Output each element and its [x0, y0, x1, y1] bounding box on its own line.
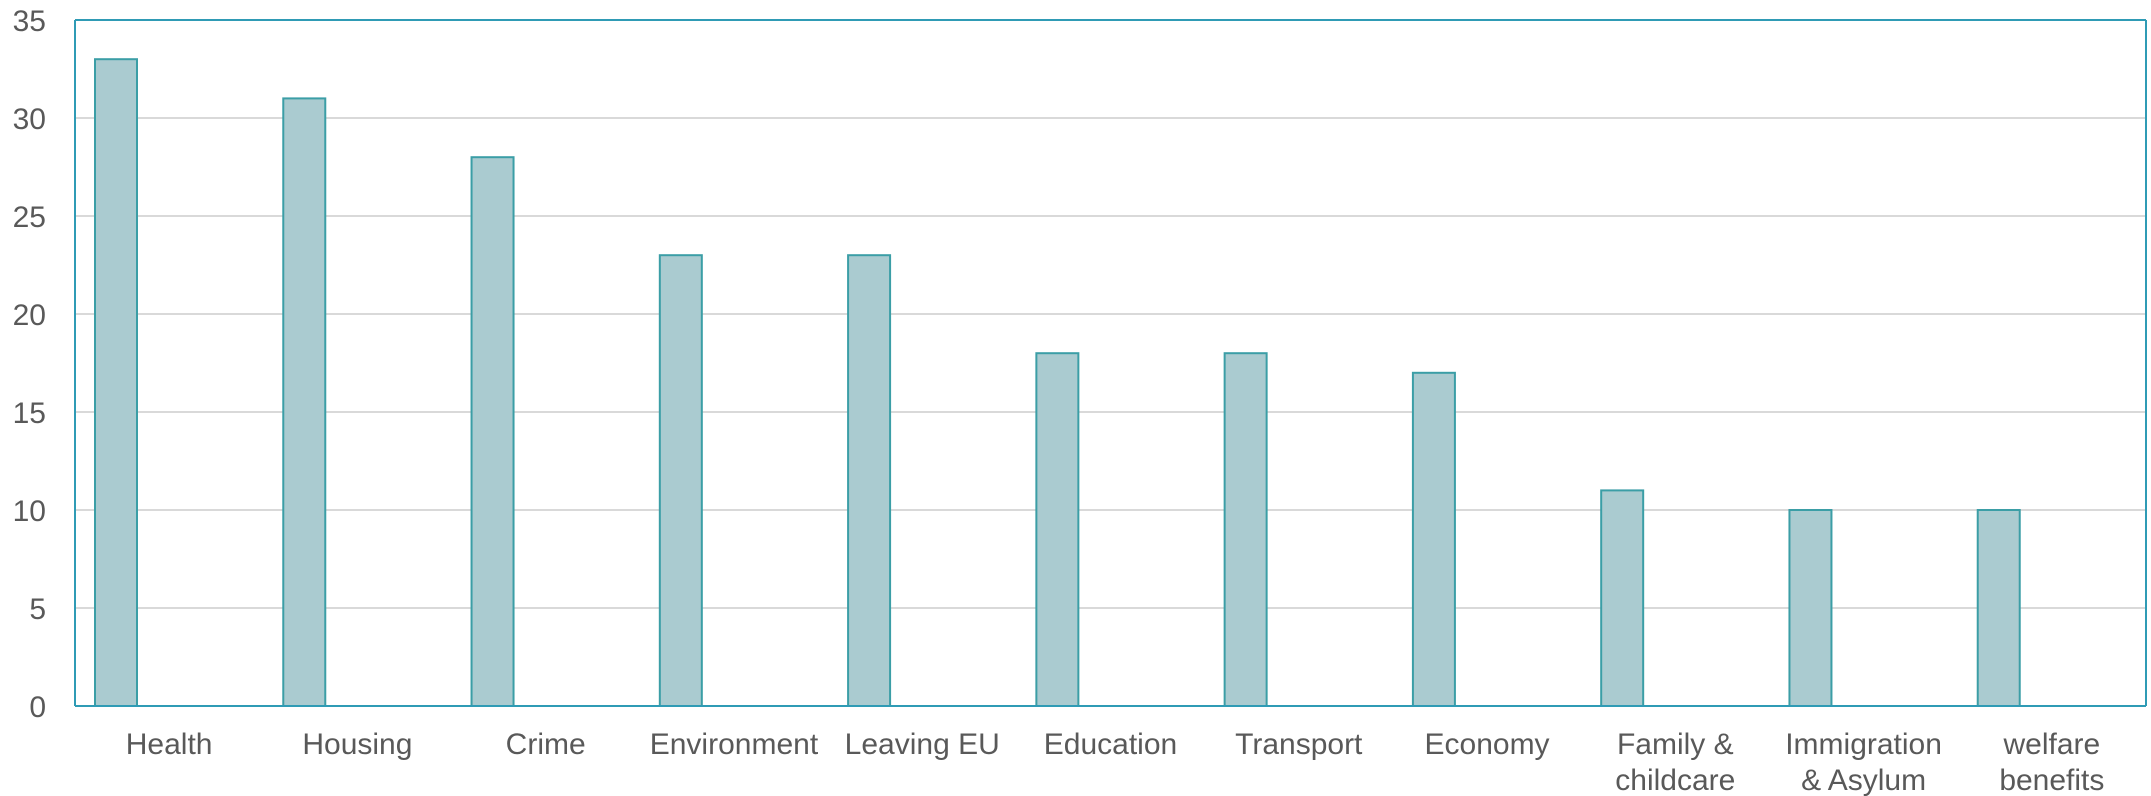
y-tick-label: 35 [13, 5, 46, 38]
x-tick-label-line: Education [1044, 728, 1177, 761]
x-tick-label: Family & childcare [1615, 728, 1735, 796]
x-tick-label: Environment [650, 728, 819, 761]
x-tick-label: Transport [1235, 728, 1363, 761]
x-tick-label: Education [1044, 728, 1177, 761]
bar [847, 254, 892, 707]
x-tick-label-line: & Asylum [1801, 764, 1926, 796]
y-tick-label: 5 [29, 593, 46, 626]
y-axis-ticks: 0 5 10 15 20 25 30 35 [13, 5, 46, 724]
y-tick-label: 15 [13, 397, 46, 430]
y-tick-label: 10 [13, 495, 46, 528]
bar [94, 58, 138, 707]
x-tick-label-line: Immigration [1785, 728, 1942, 761]
x-tick-label-line: Transport [1235, 728, 1363, 761]
x-tick-label: Leaving EU [845, 728, 1000, 761]
y-tick-label: 20 [13, 299, 46, 332]
x-tick-label-line: Family & [1617, 728, 1734, 761]
x-tick-label: welfare benefits [1999, 728, 2104, 796]
bars [94, 58, 2021, 707]
y-tick-label: 25 [13, 201, 46, 234]
bar [1976, 509, 2021, 707]
x-tick-label-line: Leaving EU [845, 728, 1000, 761]
x-tick-label: Immigration & Asylum [1785, 728, 1942, 796]
bar [1411, 371, 1456, 707]
x-tick-label-line: childcare [1615, 764, 1735, 796]
gridlines [75, 117, 2146, 609]
x-tick-label: Economy [1425, 728, 1550, 761]
x-tick-label-line: Housing [302, 728, 412, 761]
bar [470, 156, 515, 707]
x-tick-label-line: Crime [506, 728, 586, 761]
x-tick-label-line: benefits [1999, 764, 2104, 796]
x-tick-label-line: Environment [650, 728, 819, 761]
y-tick-label: 30 [13, 103, 46, 136]
x-tick-label-line: Economy [1425, 728, 1550, 761]
bar [1788, 509, 1833, 707]
x-axis-labels: Health Housing Crime Environment Leaving EU E… [126, 728, 2105, 796]
x-tick-label-line: welfare [2003, 728, 2101, 761]
bar [658, 254, 703, 707]
x-tick-label: Crime [506, 728, 586, 761]
x-tick-label: Health [126, 728, 213, 761]
x-tick-label-line: Health [126, 728, 213, 761]
bar [1600, 489, 1645, 707]
bar [1223, 352, 1268, 707]
bar [282, 97, 327, 707]
bar [1035, 352, 1080, 707]
y-tick-label: 0 [29, 691, 46, 724]
x-tick-label: Housing [302, 728, 412, 761]
plot-frame [74, 19, 2147, 707]
